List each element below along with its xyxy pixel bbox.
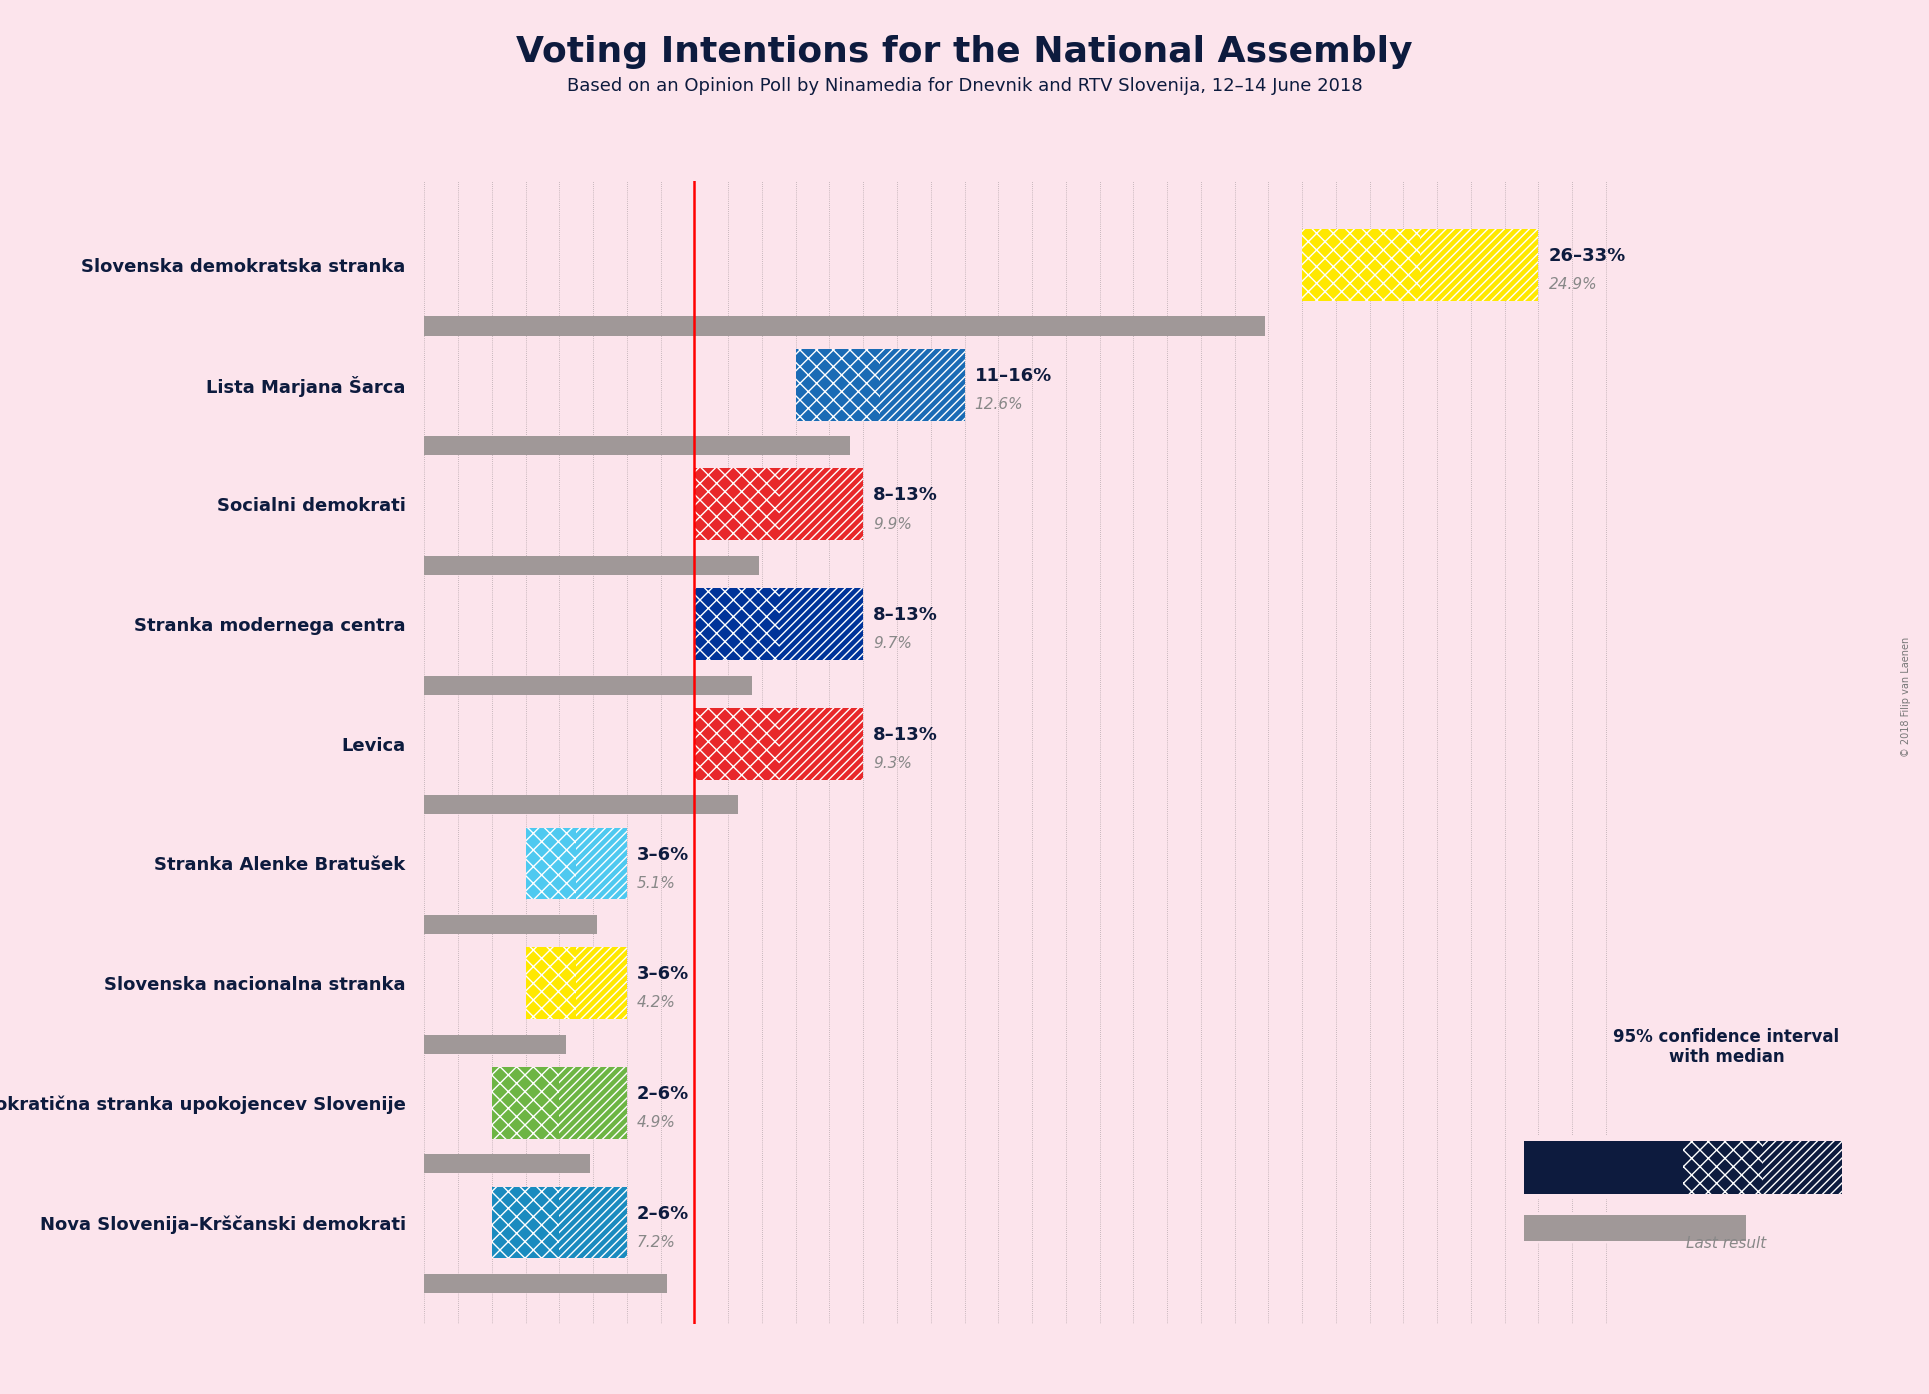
Bar [1524,1140,1684,1195]
Bar [559,1066,627,1139]
Bar [779,588,862,659]
Bar [525,948,577,1019]
Text: 3–6%: 3–6% [637,965,689,983]
Text: 26–33%: 26–33% [1549,247,1626,265]
Bar [694,708,779,779]
Bar [694,588,779,659]
Text: 7.2%: 7.2% [637,1235,675,1250]
Bar [492,1186,559,1259]
Text: 4.2%: 4.2% [637,995,675,1011]
Text: 11–16%: 11–16% [974,367,1051,385]
Bar [525,828,577,899]
Text: 8–13%: 8–13% [874,487,937,505]
Bar [525,828,577,899]
Bar [492,1066,559,1139]
Bar [694,588,779,659]
Bar [492,1186,559,1259]
Bar [694,468,779,541]
Text: 2–6%: 2–6% [637,1085,689,1103]
Bar [577,828,627,899]
Text: Last result: Last result [1686,1236,1767,1250]
Bar [424,795,739,814]
Text: 9.9%: 9.9% [874,517,912,531]
Bar [424,556,758,574]
Text: Voting Intentions for the National Assembly: Voting Intentions for the National Assem… [517,35,1412,68]
Bar [1302,229,1420,301]
Bar [525,948,577,1019]
Bar [1763,1140,1842,1195]
Bar [1302,229,1420,301]
Bar [779,468,862,541]
Bar [1420,229,1539,301]
Bar [424,1154,590,1174]
Bar [424,1034,567,1054]
Text: © 2018 Filip van Laenen: © 2018 Filip van Laenen [1900,637,1912,757]
Bar [880,348,964,421]
Bar [779,708,862,779]
Bar [559,1186,627,1259]
Bar [424,676,752,694]
Text: 2–6%: 2–6% [637,1204,689,1223]
Bar [424,436,849,456]
Text: 8–13%: 8–13% [874,606,937,625]
Bar [424,1274,667,1294]
Text: 9.7%: 9.7% [874,636,912,651]
Bar [424,914,596,934]
Text: 8–13%: 8–13% [874,726,937,744]
Bar [1524,1216,1746,1241]
Bar [492,1066,559,1139]
Text: 9.3%: 9.3% [874,756,912,771]
Bar [795,348,880,421]
Text: 24.9%: 24.9% [1549,277,1597,293]
Bar [795,348,880,421]
Text: 5.1%: 5.1% [637,875,675,891]
Bar [577,948,627,1019]
Text: 3–6%: 3–6% [637,846,689,863]
Bar [694,468,779,541]
Text: 4.9%: 4.9% [637,1115,675,1131]
Bar [694,708,779,779]
Text: Based on an Opinion Poll by Ninamedia for Dnevnik and RTV Slovenija, 12–14 June : Based on an Opinion Poll by Ninamedia fo… [567,77,1362,95]
Bar [1684,1140,1763,1195]
Bar [424,316,1265,336]
Text: 95% confidence interval
with median: 95% confidence interval with median [1613,1027,1840,1066]
Text: 12.6%: 12.6% [974,397,1022,413]
